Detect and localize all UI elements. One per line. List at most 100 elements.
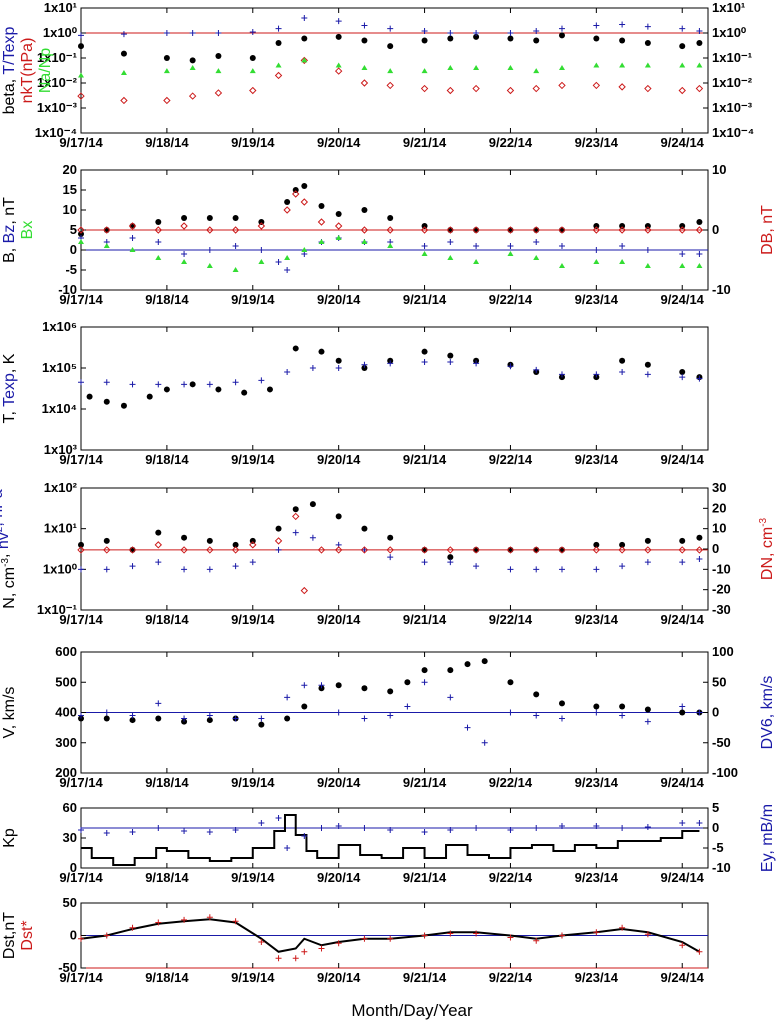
data-point (232, 215, 239, 221)
data-point (77, 92, 85, 100)
data-point (163, 96, 171, 105)
data-point (103, 379, 110, 386)
data-point (301, 57, 308, 63)
x-tick-label: 9/23/14 (575, 970, 619, 985)
y-tick-label: 50 (63, 895, 77, 910)
data-point (558, 64, 565, 70)
data-point (78, 239, 84, 244)
y-axis-label: beta, T/Texp (1, 27, 18, 115)
label-part: T, (1, 407, 18, 424)
data-point (232, 715, 239, 722)
x-tick-label: 9/22/14 (489, 135, 533, 150)
data-point (506, 86, 515, 95)
data-point (249, 55, 256, 61)
x-tick-label: 9/21/14 (403, 452, 447, 467)
data-point (129, 223, 136, 229)
series-T/Texp (78, 14, 703, 39)
y2-tick-label: -10 (712, 860, 731, 875)
data-point (155, 559, 162, 566)
data-point (163, 68, 170, 74)
label-part: -3 (758, 517, 769, 526)
y-tick-label: 1x10⁻⁴ (35, 125, 77, 140)
data-point (678, 226, 686, 234)
data-point (619, 703, 626, 710)
series-N (78, 501, 703, 561)
series-Ey (78, 815, 703, 851)
data-point (155, 219, 162, 225)
data-point (360, 546, 369, 554)
data-point (361, 935, 368, 942)
y-tick-label: 1x10⁰ (43, 561, 78, 576)
x-tick-label: 9/17/14 (59, 775, 103, 790)
y-tick-label: 1x10⁶ (42, 319, 77, 334)
y2-axis-label: DN, cm-3 (758, 517, 776, 580)
x-tick-label: 9/24/14 (661, 970, 705, 985)
data-point (335, 940, 342, 947)
data-point (387, 534, 394, 541)
label-part: B, (1, 243, 18, 263)
data-point (249, 28, 256, 35)
x-tick-label: 9/23/14 (575, 135, 619, 150)
data-point (387, 712, 394, 719)
data-point (258, 820, 265, 826)
data-point (258, 939, 265, 945)
data-point (335, 709, 342, 716)
y2-tick-label: -30 (712, 602, 731, 617)
data-point (644, 559, 651, 566)
panel-velocity: 200 300 400 500 600 -100 -50 0 50 100 9/17/14 9/18/… (1, 644, 776, 790)
data-point (258, 247, 265, 253)
data-point (232, 827, 239, 833)
x-tick-label: 9/18/14 (145, 870, 189, 885)
data-point (533, 691, 540, 698)
data-point (696, 219, 703, 225)
x-tick-label: 9/24/14 (661, 135, 705, 150)
data-point (361, 825, 368, 831)
y-tick-label: 200 (55, 765, 77, 780)
data-point (421, 932, 428, 939)
data-point (532, 226, 540, 234)
data-point (464, 661, 471, 668)
data-point (180, 222, 188, 230)
data-point (593, 371, 600, 378)
data-point (593, 22, 600, 29)
data-point (181, 715, 188, 722)
data-point (128, 546, 137, 554)
data-point (387, 360, 394, 367)
data-point (387, 215, 394, 221)
data-point (318, 348, 325, 355)
data-point (696, 62, 703, 68)
data-point (420, 226, 429, 234)
series-line (81, 814, 700, 866)
data-point (619, 259, 626, 264)
x-tick-label: 9/19/14 (231, 612, 275, 627)
x-tick-label: 9/23/14 (575, 452, 619, 467)
data-point (292, 187, 299, 193)
data-point (206, 712, 213, 719)
data-point (154, 226, 163, 234)
data-point (258, 715, 265, 722)
data-point (387, 554, 394, 561)
data-point (473, 33, 480, 40)
data-point (593, 709, 600, 716)
x-tick-label: 9/19/14 (231, 970, 275, 985)
data-point (292, 190, 300, 198)
data-point (421, 243, 428, 249)
data-point (472, 84, 480, 93)
data-point (619, 924, 626, 931)
data-point (507, 251, 514, 256)
data-point (618, 546, 626, 554)
data-point (533, 825, 540, 831)
y-tick-label: 1x10⁵ (42, 360, 77, 375)
data-point (592, 226, 601, 234)
y2-axis-label: Ey, mB/m (759, 804, 776, 872)
data-point (619, 825, 626, 831)
data-point (78, 32, 84, 39)
y2-tick-label: 0 (712, 541, 719, 556)
data-point (472, 226, 480, 234)
data-point (593, 823, 600, 829)
x-tick-label: 9/23/14 (575, 870, 619, 885)
data-point (533, 566, 540, 573)
label-part: Kp (1, 828, 18, 848)
data-point (317, 218, 326, 226)
y2-tick-label: 30 (712, 480, 726, 495)
